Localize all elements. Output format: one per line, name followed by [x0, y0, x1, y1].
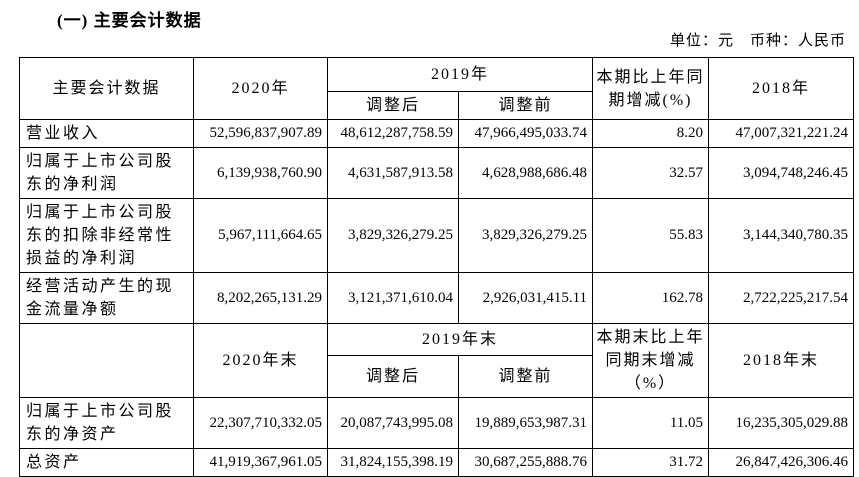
row-label: 归属于上市公司股东的净利润	[19, 147, 194, 199]
table-row-net-profit: 归属于上市公司股东的净利润 6,139,938,760.90 4,631,587…	[19, 147, 855, 199]
cell-2019-after: 31,824,155,398.19	[327, 448, 459, 477]
cell-2020: 8,202,265,131.29	[193, 272, 328, 324]
cell-change: 31.72	[592, 448, 710, 477]
header-2019: 2019年	[326, 57, 594, 92]
header-subrow-year-end: 调整后 调整前	[20, 355, 854, 398]
cell-2020: 41,919,367,961.05	[193, 448, 328, 477]
subheader-adjusted-after: 调整后	[327, 355, 459, 398]
cell-2019-before: 4,628,988,686.48	[457, 147, 594, 199]
cell-2019-before: 30,687,255,888.76	[457, 448, 594, 477]
table-row-operating-cash-flow: 经营活动产生的现金流量净额 8,202,265,131.29 3,121,371…	[19, 272, 855, 324]
cell-2020: 5,967,111,664.65	[193, 198, 328, 273]
table-row-net-assets: 归属于上市公司股东的净资产 22,307,710,332.05 20,087,7…	[19, 397, 855, 449]
cell-2019-before: 2,926,031,415.11	[457, 272, 594, 324]
cell-2019-after: 48,612,287,758.59	[327, 119, 459, 148]
header-subrow-annual: 调整后 调整前	[20, 91, 854, 120]
cell-change: 32.57	[592, 147, 710, 199]
cell-2018: 26,847,426,306.46	[708, 448, 855, 477]
cell-2019-after: 3,121,371,610.04	[327, 272, 459, 324]
header-2018-end: 2018年末	[708, 323, 855, 398]
cell-2019-after: 4,631,587,913.58	[327, 147, 459, 199]
header-row-annual: 主要会计数据 2020年 2019年 本期比上年同期增减(%) 2018年	[19, 57, 855, 120]
page-title: (一) 主要会计数据	[57, 11, 202, 30]
cell-2018: 3,144,340,780.35	[708, 198, 855, 273]
row-label: 归属于上市公司股东的净资产	[19, 397, 194, 449]
header-2020-end: 2020年末	[193, 323, 328, 398]
cell-2018: 16,235,305,029.88	[708, 397, 855, 449]
cell-2019-after: 20,087,743,995.08	[327, 397, 459, 449]
cell-change: 55.83	[592, 198, 710, 273]
header-2020: 2020年	[193, 57, 328, 120]
header-row-year-end: 2020年末 2019年末 本期末比上年同期末增减（%） 2018年末	[19, 322, 855, 398]
row-label: 归属于上市公司股东的扣除非经常性损益的净利润	[19, 198, 194, 273]
cell-2019-before: 19,889,653,987.31	[457, 397, 594, 449]
subheader-adjusted-before: 调整前	[457, 355, 594, 398]
main-accounting-data-table: 主要会计数据 2020年 2019年 本期比上年同期增减(%) 2018年 调整…	[19, 57, 855, 477]
subheader-adjusted-after: 调整后	[327, 91, 459, 120]
cell-2018: 3,094,748,246.45	[708, 147, 855, 199]
cell-2020: 22,307,710,332.05	[193, 397, 328, 449]
unit-currency-note: 单位：元 币种：人民币	[669, 33, 846, 49]
cell-2020: 6,139,938,760.90	[193, 147, 328, 199]
cell-2019-before: 3,829,326,279.25	[457, 198, 594, 273]
header-2019-end: 2019年末	[326, 322, 594, 357]
cell-2018: 2,722,225,217.54	[708, 272, 855, 324]
header-change-end-yoy: 本期末比上年同期末增减（%）	[592, 323, 710, 398]
header-main-label: 主要会计数据	[19, 57, 194, 120]
row-label: 营业收入	[19, 119, 194, 148]
header-change-yoy: 本期比上年同期增减(%)	[592, 57, 710, 120]
cell-2018: 47,007,321,221.24	[708, 119, 855, 148]
cell-2019-before: 47,966,495,033.74	[457, 119, 594, 148]
header-2018: 2018年	[708, 57, 855, 120]
row-label: 总资产	[19, 448, 194, 477]
cell-change: 8.20	[592, 119, 710, 148]
table-row-net-profit-excl-nonrecurring: 归属于上市公司股东的扣除非经常性损益的净利润 5,967,111,664.65 …	[19, 198, 855, 273]
row-label: 经营活动产生的现金流量净额	[19, 272, 194, 324]
cell-2020: 52,596,837,907.89	[193, 119, 328, 148]
header-empty	[19, 323, 194, 398]
cell-change: 162.78	[592, 272, 710, 324]
table-row-revenue: 营业收入 52,596,837,907.89 48,612,287,758.59…	[19, 119, 855, 148]
cell-change: 11.05	[592, 397, 710, 449]
table-row-total-assets: 总资产 41,919,367,961.05 31,824,155,398.19 …	[19, 448, 855, 477]
cell-2019-after: 3,829,326,279.25	[327, 198, 459, 273]
subheader-adjusted-before: 调整前	[457, 91, 594, 120]
